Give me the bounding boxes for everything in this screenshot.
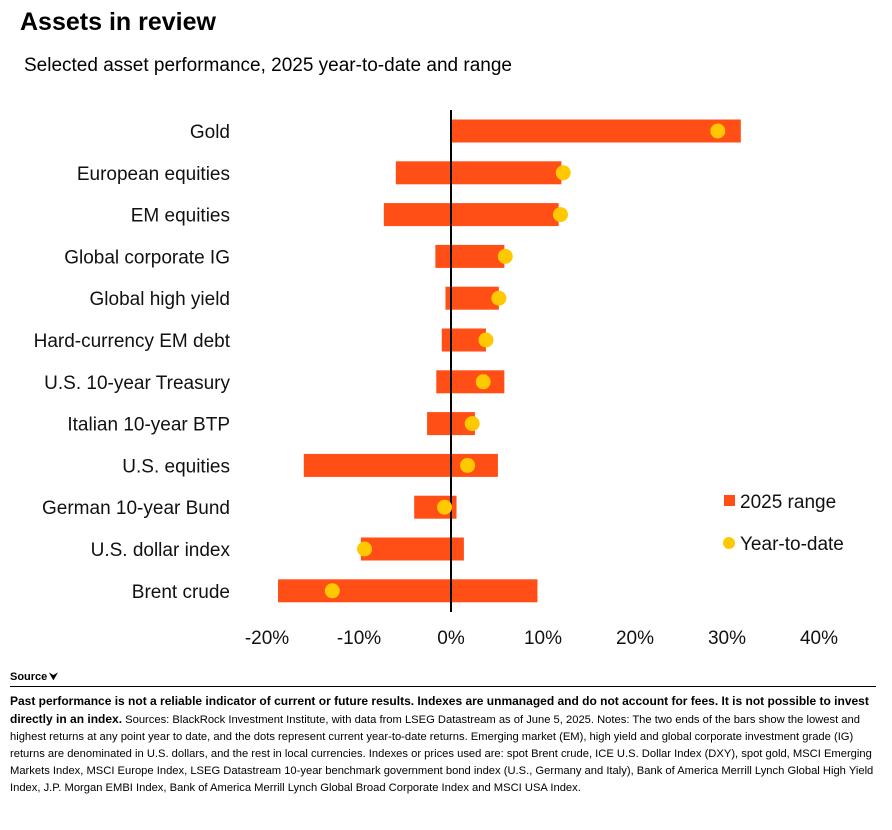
ytd-dot-u-s-10-year-treasury bbox=[475, 374, 491, 390]
source-toggle-label: Source bbox=[10, 671, 48, 683]
source-divider bbox=[10, 686, 876, 687]
ytd-dot-italian-10-year-btp bbox=[464, 416, 480, 432]
x-tick-label: 40% bbox=[800, 628, 838, 649]
category-label-hard-currency-em-debt: Hard-currency EM debt bbox=[34, 331, 231, 352]
chart-legend: 2025 range Year-to-date bbox=[723, 492, 844, 555]
ytd-dot-u-s-dollar-index bbox=[357, 541, 373, 557]
range-bar-brent-crude bbox=[278, 579, 538, 603]
chart-subtitle: Selected asset performance, 2025 year-to… bbox=[24, 55, 512, 76]
range-bar-gold bbox=[451, 119, 741, 143]
source-toggle-button[interactable]: Source ⮟ bbox=[10, 671, 58, 683]
ytd-dot-u-s-equities bbox=[460, 457, 476, 473]
page-title: Assets in review bbox=[20, 8, 216, 36]
range-bar-hard-currency-em-debt bbox=[441, 328, 486, 352]
ytd-dot-brent-crude bbox=[324, 583, 340, 599]
range-bar-european-equities bbox=[395, 161, 562, 185]
range-bar-u-s-10-year-treasury bbox=[436, 370, 505, 394]
category-label-german-10-year-bund: German 10-year Bund bbox=[42, 498, 230, 519]
source-notes-text: Sources: BlackRock Investment Institute,… bbox=[10, 714, 874, 794]
ytd-dots bbox=[324, 123, 726, 599]
ytd-dot-german-10-year-bund bbox=[437, 499, 453, 515]
x-tick-label: -10% bbox=[337, 628, 381, 649]
category-label-u-s-10-year-treasury: U.S. 10-year Treasury bbox=[44, 373, 230, 394]
asset-range-chart: Gold European equities EM equities Global c… bbox=[34, 110, 844, 649]
range-bar-global-corporate-ig bbox=[435, 244, 505, 268]
category-label-brent-crude: Brent crude bbox=[132, 582, 230, 603]
legend-range-label: 2025 range bbox=[740, 492, 836, 513]
category-label-italian-10-year-btp: Italian 10-year BTP bbox=[67, 415, 230, 436]
category-label-u-s-dollar-index: U.S. dollar index bbox=[91, 540, 231, 561]
category-label-u-s-equities: U.S. equities bbox=[122, 456, 230, 477]
ytd-dot-european-equities bbox=[555, 165, 571, 181]
category-labels: Gold European equities EM equities Global c… bbox=[34, 122, 231, 603]
ytd-dot-global-corporate-ig bbox=[497, 248, 513, 264]
x-tick-label: 30% bbox=[708, 628, 746, 649]
range-bar-u-s-dollar-index bbox=[360, 537, 464, 561]
source-footnote: Past performance is not a reliable indic… bbox=[10, 693, 876, 797]
legend-range-swatch bbox=[724, 495, 735, 506]
x-axis-tick-labels: -20% -10% 0% 10% 20% 30% 40% bbox=[245, 628, 838, 649]
x-tick-label: 0% bbox=[437, 628, 465, 649]
range-bar-em-equities bbox=[383, 203, 559, 227]
category-label-em-equities: EM equities bbox=[131, 206, 230, 227]
range-bars bbox=[278, 119, 741, 603]
ytd-dot-hard-currency-em-debt bbox=[478, 332, 494, 348]
ytd-dot-global-high-yield bbox=[491, 290, 507, 306]
category-label-global-corporate-ig: Global corporate IG bbox=[64, 247, 230, 268]
ytd-dot-em-equities bbox=[552, 207, 568, 223]
x-tick-label: -20% bbox=[245, 628, 289, 649]
category-label-gold: Gold bbox=[190, 122, 230, 143]
x-tick-label: 20% bbox=[616, 628, 654, 649]
range-bar-global-high-yield bbox=[445, 286, 499, 310]
category-label-global-high-yield: Global high yield bbox=[90, 289, 230, 310]
category-label-european-equities: European equities bbox=[77, 164, 230, 185]
chevron-down-icon: ⮟ bbox=[49, 672, 58, 683]
disclaimer-text: Past performance is not a reliable indic… bbox=[10, 694, 869, 726]
ytd-dot-gold bbox=[710, 123, 726, 139]
range-bar-u-s-equities bbox=[303, 453, 498, 477]
legend-ytd-label: Year-to-date bbox=[740, 534, 844, 555]
x-tick-label: 10% bbox=[524, 628, 562, 649]
legend-ytd-swatch bbox=[723, 537, 735, 549]
